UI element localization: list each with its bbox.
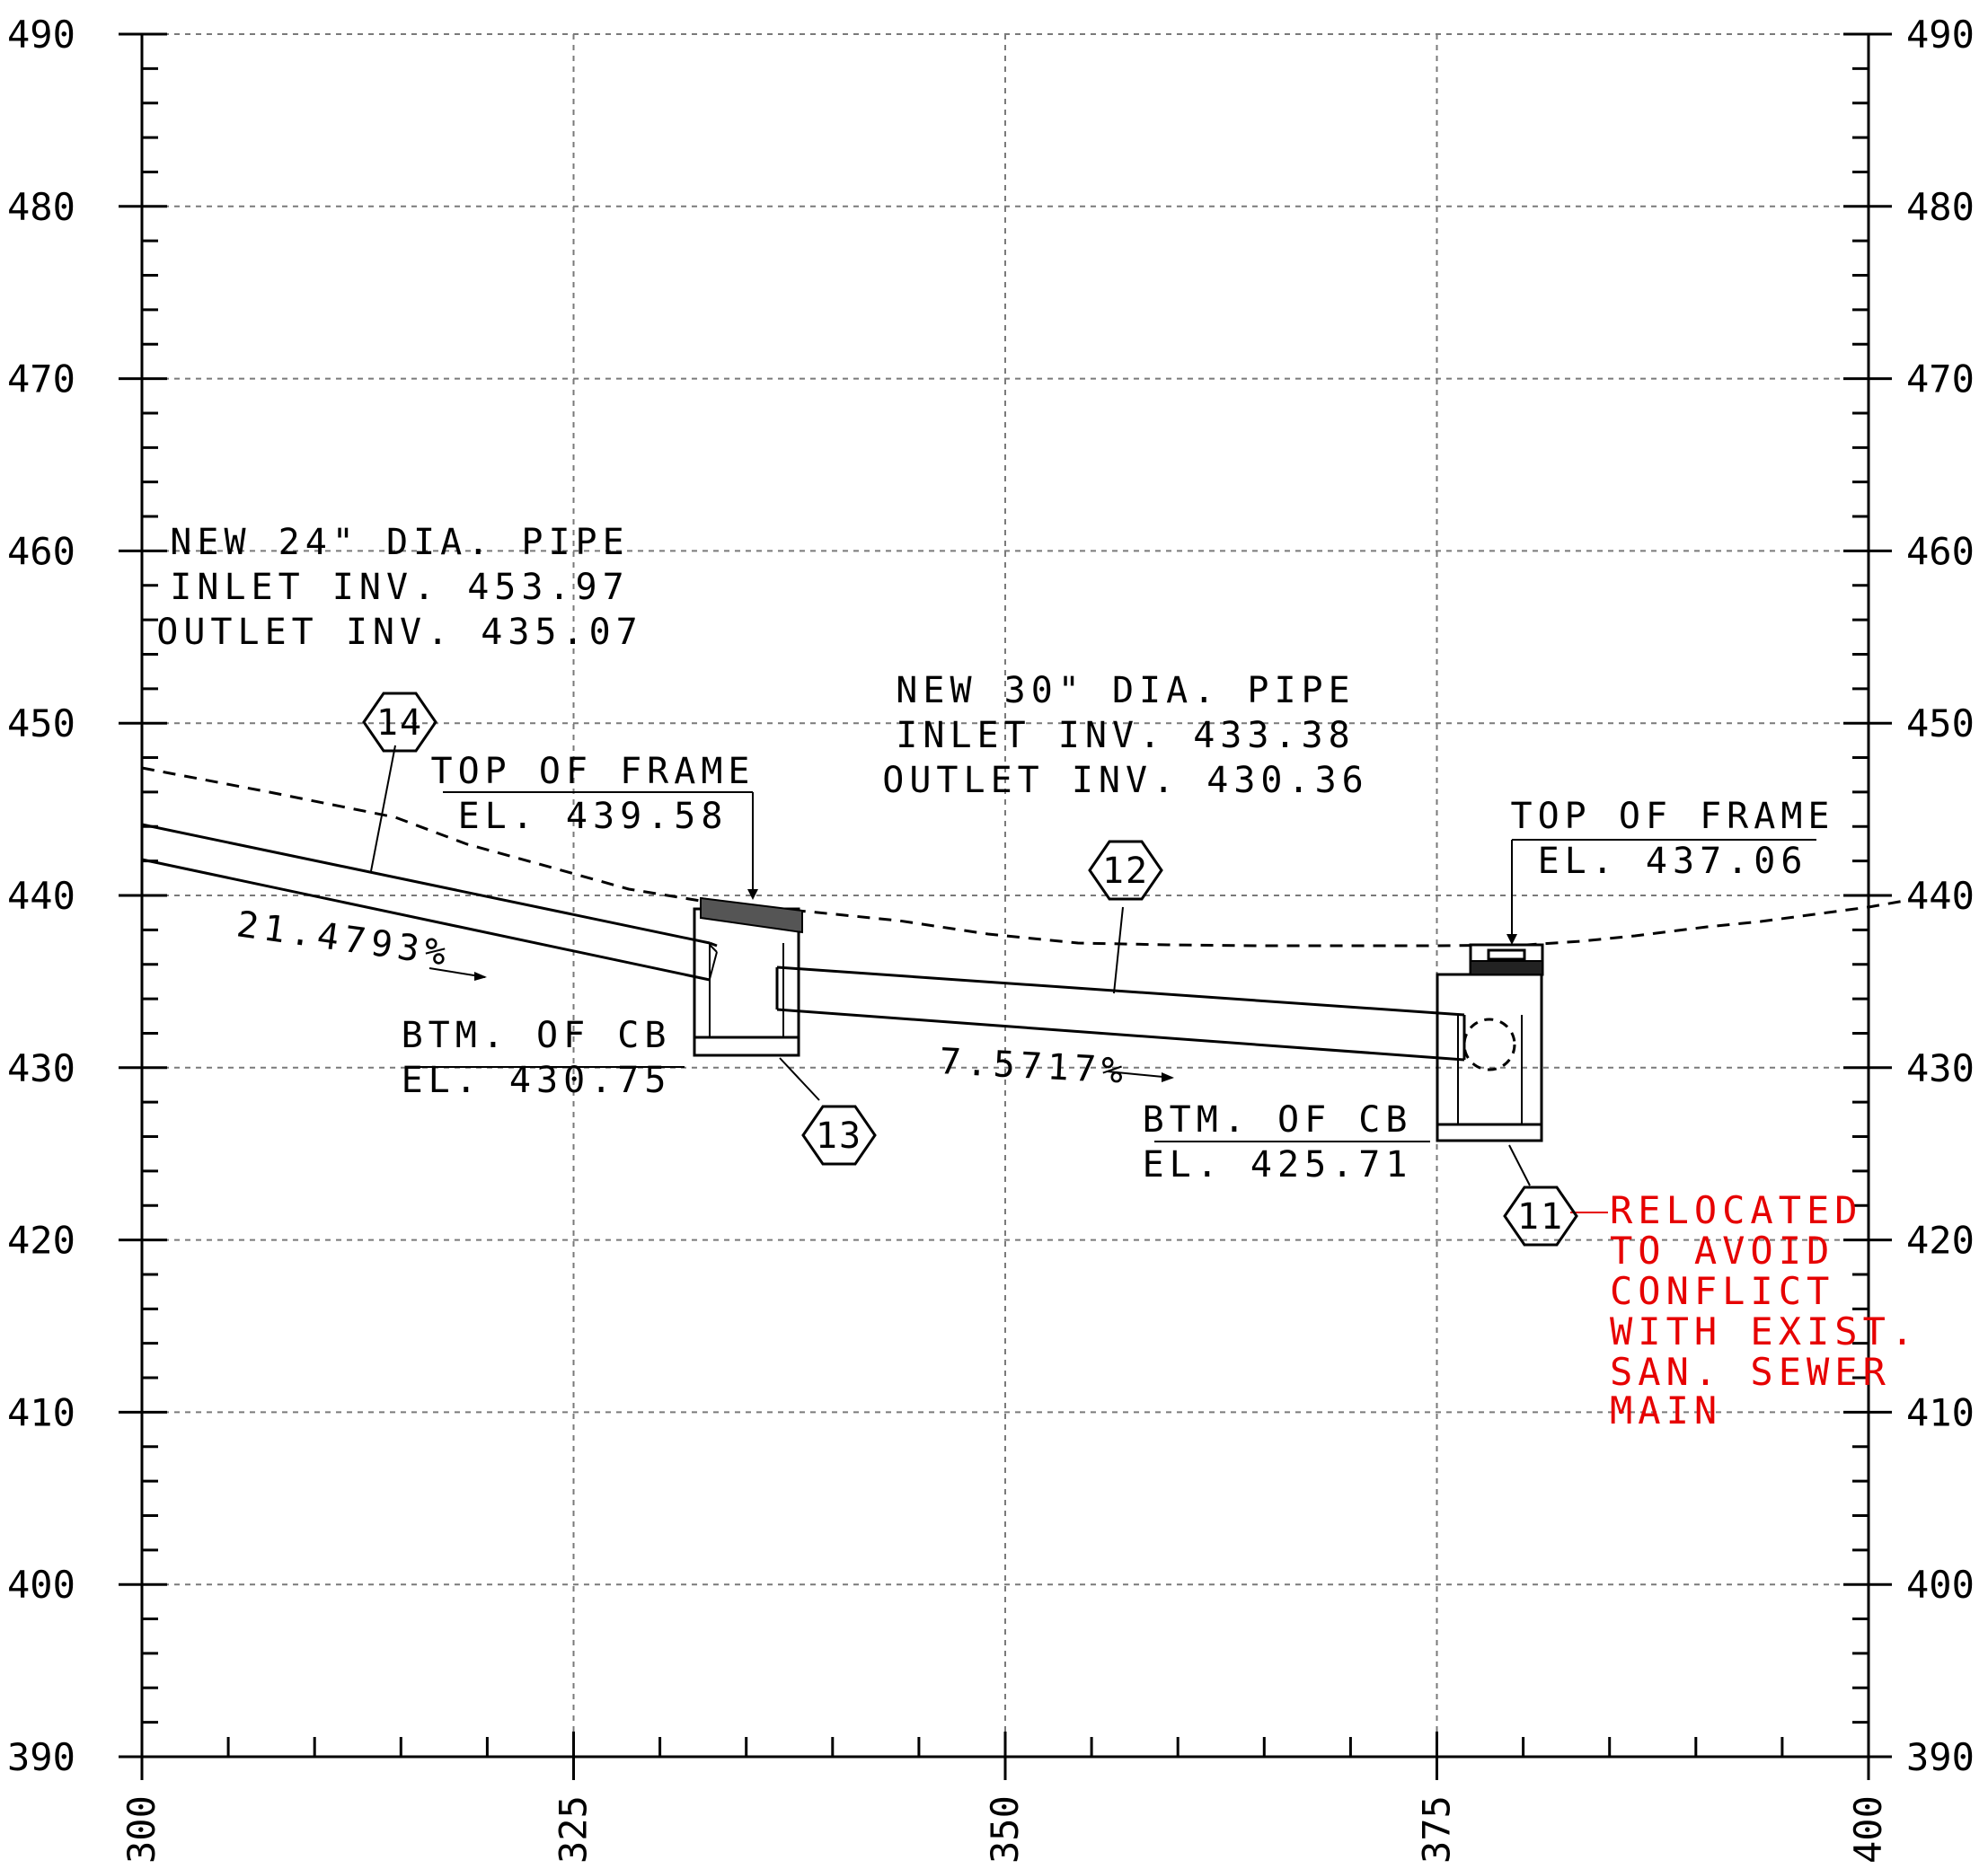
x-tick-label: 325 [552,1795,596,1864]
y-tick-label-right: 430 [1906,1046,1975,1090]
y-tick-label-left: 390 [7,1735,75,1779]
y-tick-label-right: 480 [1906,185,1975,229]
y-tick-label-right: 420 [1906,1219,1975,1263]
tag-14: 14 [362,692,437,753]
cb13-top-label: TOP OF FRAME [431,751,755,792]
x-tick-label: 350 [983,1795,1027,1864]
y-tick-label-left: 480 [7,185,75,229]
catch-basin-13 [693,896,803,1057]
note-line-5: SAN. SEWER [1610,1350,1891,1394]
y-tick-label-right: 440 [1906,874,1975,918]
y-tick-label-right: 450 [1906,701,1975,745]
y-tick-label-right: 390 [1906,1735,1975,1779]
x-tick-label: 375 [1415,1795,1459,1864]
catch-basin-11 [1436,943,1544,1142]
y-tick-label-left: 460 [7,529,75,573]
y-tick-label-left: 440 [7,874,75,918]
y-tick-label-left: 400 [7,1563,75,1607]
pipe-24-inch [141,823,718,982]
y-tick-label-right: 490 [1906,13,1975,57]
y-tick-label-right: 470 [1906,357,1975,401]
tag-11: 11 [1503,1186,1578,1247]
tick-labels: 390 390 400 400 410 410 420 420 430 430 440 440 450 4… [7,13,1975,1864]
tag-14-label: 14 [376,702,423,744]
note-line-1: RELOCATED [1610,1188,1863,1232]
y-tick-label-right: 460 [1906,529,1975,573]
pipe-30-slope: 7.5717% [938,1041,1129,1092]
cb13-top-el: EL. 439.58 [458,796,729,837]
tag-12-label: 12 [1102,851,1149,892]
relocation-note: RELOCATED TO AVOID CONFLICT WITH EXIST. … [1610,1188,1919,1433]
y-tick-label-left: 420 [7,1219,75,1263]
pipe-30-inlet: INLET INV. 433.38 [896,715,1355,756]
cb13-btm-label: BTM. OF CB [402,1015,672,1056]
note-line-3: CONFLICT [1610,1269,1834,1313]
cb11-btm-label: BTM. OF CB [1143,1099,1413,1141]
tag-13: 13 [801,1105,877,1166]
cb11-top-el: EL. 437.06 [1538,841,1808,882]
cb11-top-label: TOP OF FRAME [1511,796,1835,837]
note-line-6: MAIN [1610,1389,1722,1433]
y-tick-label-right: 400 [1906,1563,1975,1607]
note-line-4: WITH EXIST. [1610,1309,1919,1353]
x-tick-label: 400 [1846,1795,1890,1864]
pipe-30-outlet: OUTLET INV. 430.36 [882,760,1368,801]
y-tick-label-left: 450 [7,701,75,745]
tag-11-label: 11 [1517,1196,1564,1238]
y-tick-label-left: 410 [7,1390,75,1434]
tag-12: 12 [1088,840,1163,901]
tag-13-label: 13 [816,1115,862,1157]
x-tick-label: 300 [119,1795,163,1864]
pipe-30-title: NEW 30" DIA. PIPE [896,670,1355,711]
y-tick-label-left: 470 [7,357,75,401]
cb13-btm-el: EL. 430.75 [402,1060,672,1101]
pipe-24-title: NEW 24" DIA. PIPE [170,522,629,563]
y-tick-label-left: 490 [7,13,75,57]
grid-lines [142,33,1869,1757]
pipe-24-slope: 21.4793% [234,904,455,974]
pipe-30-inch [775,965,1466,1062]
y-tick-label-right: 410 [1906,1390,1975,1434]
pipe-24-outlet: OUTLET INV. 435.07 [156,612,642,653]
note-line-2: TO AVOID [1610,1229,1834,1273]
pipe-24-inlet: INLET INV. 453.97 [170,567,629,608]
leader-lines [370,745,1816,1213]
cb11-btm-el: EL. 425.71 [1143,1144,1413,1186]
y-tick-label-left: 430 [7,1046,75,1090]
existing-ground-line [141,766,1905,948]
axes [119,32,1892,1780]
